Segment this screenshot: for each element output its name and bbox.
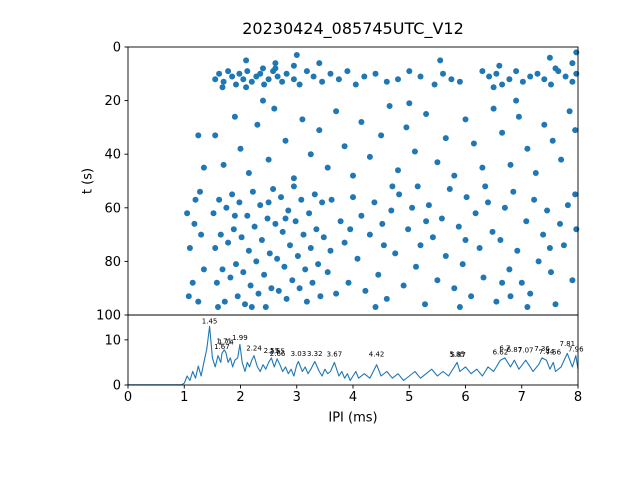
svg-text:8: 8: [574, 390, 582, 405]
svg-text:3.32: 3.32: [307, 350, 323, 358]
svg-text:5: 5: [405, 390, 413, 405]
svg-text:1.67: 1.67: [214, 343, 230, 351]
svg-text:0: 0: [124, 390, 132, 405]
svg-text:100: 100: [96, 309, 121, 324]
svg-text:7.56: 7.56: [546, 348, 562, 356]
svg-text:3: 3: [293, 390, 301, 405]
svg-text:7.36: 7.36: [534, 345, 550, 353]
svg-text:6.62: 6.62: [493, 348, 509, 356]
svg-text:5.87: 5.87: [450, 351, 466, 359]
svg-text:60: 60: [104, 201, 121, 216]
svg-text:7: 7: [518, 390, 526, 405]
svg-text:2.65: 2.65: [269, 347, 285, 355]
svg-text:6.87: 6.87: [507, 346, 523, 354]
y-axis-label: t (s): [80, 167, 96, 195]
svg-text:20: 20: [104, 94, 121, 109]
svg-text:0: 0: [113, 379, 121, 394]
svg-text:1.71: 1.71: [216, 338, 232, 346]
svg-text:1.99: 1.99: [232, 334, 248, 342]
x-axis-label: IPI (ms): [328, 410, 378, 426]
svg-text:4.42: 4.42: [369, 351, 385, 359]
svg-text:7.81: 7.81: [560, 340, 576, 348]
svg-text:2.55: 2.55: [264, 347, 280, 355]
svg-text:0: 0: [113, 41, 121, 56]
svg-text:7.44: 7.44: [539, 348, 555, 356]
svg-text:3.67: 3.67: [327, 351, 343, 359]
svg-text:1: 1: [180, 390, 188, 405]
svg-text:10: 10: [104, 333, 121, 348]
svg-text:2.66: 2.66: [270, 350, 286, 358]
svg-text:5.85: 5.85: [449, 351, 465, 359]
svg-text:6: 6: [461, 390, 469, 405]
svg-text:3.03: 3.03: [291, 350, 307, 358]
svg-text:6.7: 6.7: [499, 345, 510, 353]
svg-text:40: 40: [104, 148, 121, 163]
svg-text:1.45: 1.45: [202, 318, 218, 326]
svg-text:2: 2: [236, 390, 244, 405]
svg-text:1.74: 1.74: [218, 338, 234, 346]
chart-title: 20230424_085745UTC_V12: [242, 19, 464, 38]
svg-text:4: 4: [349, 390, 357, 405]
svg-text:2.24: 2.24: [246, 345, 262, 353]
svg-text:7.07: 7.07: [518, 347, 534, 355]
svg-text:7.96: 7.96: [568, 346, 584, 354]
svg-text:80: 80: [104, 255, 121, 270]
